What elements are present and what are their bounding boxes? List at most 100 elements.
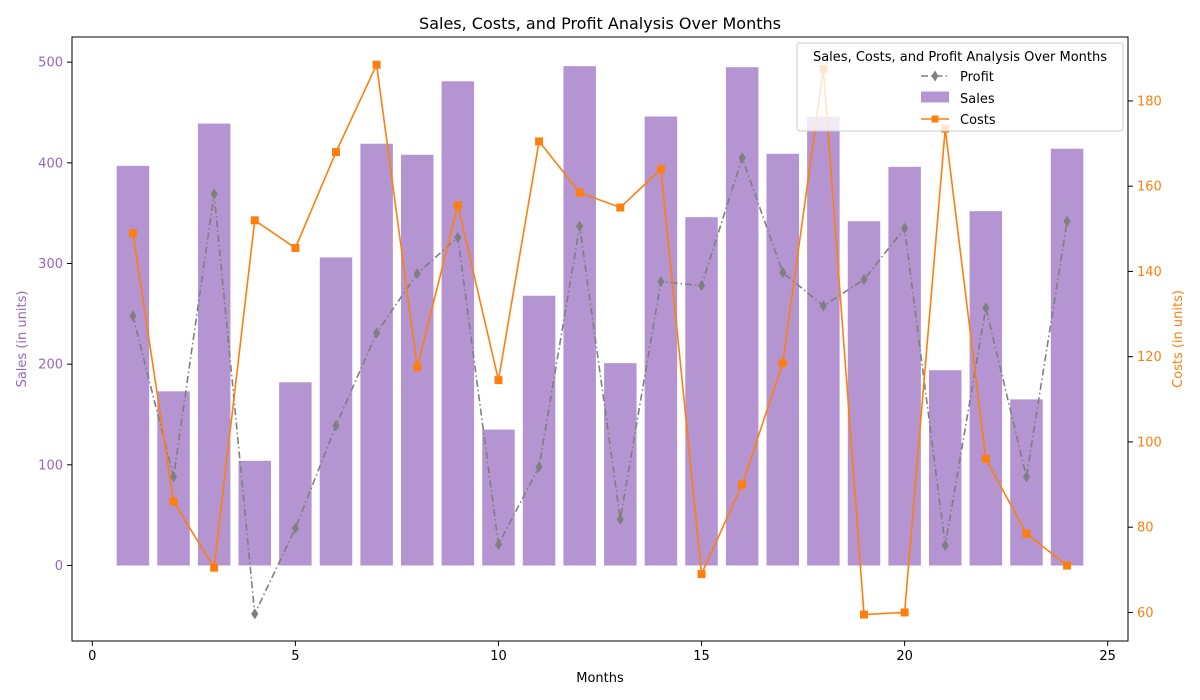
profit-point [657,276,665,288]
legend-sales-swatch [921,91,949,103]
sales-bar [563,66,596,566]
costs-point [860,610,868,619]
sales-bar [238,460,272,566]
legend-costs-marker [931,115,939,123]
profit-point [738,152,746,164]
y-right-tick-label: 140 [1137,265,1162,280]
profit-point [494,538,503,550]
x-tick-label: 0 [88,649,96,664]
y-left-tick-label: 200 [38,358,63,373]
costs-point [453,201,462,210]
y-right-tick-label: 180 [1137,94,1162,109]
costs-point [128,229,137,238]
costs-point [210,563,219,572]
profit-point [901,222,909,234]
costs-point [169,497,178,506]
sales-bar [969,211,1003,566]
y-axis-left-label: Sales (in units) [15,291,30,388]
profit-series-layer [129,152,1071,620]
costs-point [332,148,340,157]
costs-line [132,61,1068,616]
sales-bar [1010,399,1043,566]
y-left-tick-label: 300 [38,257,63,272]
y-axis-right-label: Costs (in units) [1171,290,1186,388]
x-tick-label: 15 [693,649,710,664]
axes-layer: 0 5 10 15 20 25 0 100 200 300 400 500 60 80 100 120 140 1… [38,56,1162,664]
profit-point [332,420,340,432]
sales-bar [928,370,962,566]
profit-point [941,539,949,551]
sales-bar [807,116,840,566]
costs-point [250,216,259,225]
costs-point [372,60,381,69]
profit-point [454,231,462,243]
profit-point [129,310,137,322]
x-tick-label: 5 [291,649,299,664]
costs-point [413,363,422,372]
costs-point [494,376,503,385]
costs-point [981,454,990,463]
sales-bar [522,295,556,566]
y-left-tick-label: 400 [38,156,63,171]
sales-bar [360,143,393,566]
profit-point [779,267,787,279]
profit-point [1022,471,1031,483]
sales-bar [400,154,434,566]
profit-line [132,155,1068,617]
costs-point [900,608,909,617]
sales-bar [319,257,353,566]
x-axis-label: Months [576,671,624,686]
bars-layer [116,66,1084,566]
costs-point [575,188,584,197]
x-tick-label: 25 [1099,649,1116,664]
y-left-tick-label: 500 [38,56,63,71]
chart-title: Sales, Costs, and Profit Analysis Over M… [419,14,781,33]
legend-profit-label: Profit [960,70,994,85]
plot-frame [71,36,1129,642]
profit-point [251,608,259,620]
profit-point [291,522,299,534]
profit-point [169,471,178,483]
profit-point [982,302,990,314]
sales-bar [604,363,637,566]
costs-point [291,243,300,252]
legend-box [796,42,1124,132]
sales-bar [279,382,312,566]
y-right-tick-label: 80 [1137,521,1154,536]
profit-point [697,280,706,292]
profit-point [616,513,624,525]
y-right-tick-label: 160 [1137,180,1162,195]
profit-point [535,461,543,473]
costs-point [697,570,706,579]
costs-point [535,137,544,146]
profit-point [373,327,381,339]
costs-series-layer [128,60,1072,619]
costs-point [778,359,787,368]
profit-point [860,274,868,286]
x-tick-label: 20 [896,649,913,664]
legend-costs-label: Costs [960,113,996,128]
legend-title: Sales, Costs, and Profit Analysis Over M… [813,50,1107,65]
sales-bar [847,221,881,566]
y-right-tick-label: 120 [1137,350,1162,365]
costs-point [738,480,747,489]
y-left-tick-label: 0 [55,559,63,574]
sales-bar [685,217,718,566]
y-left-tick-label: 100 [38,458,63,473]
profit-point [576,220,584,232]
profit-point [210,188,218,200]
legend-profit-marker [931,70,939,82]
costs-point [616,203,625,212]
profit-point [819,300,827,312]
plot-border [71,36,1129,642]
y-right-tick-label: 100 [1137,435,1162,450]
sales-bar [1050,148,1084,566]
costs-point [1063,561,1072,570]
sales-bar [725,67,759,566]
sales-bar [116,165,150,566]
costs-point [1022,529,1031,538]
costs-point [656,165,665,174]
x-tick-label: 10 [490,649,507,664]
